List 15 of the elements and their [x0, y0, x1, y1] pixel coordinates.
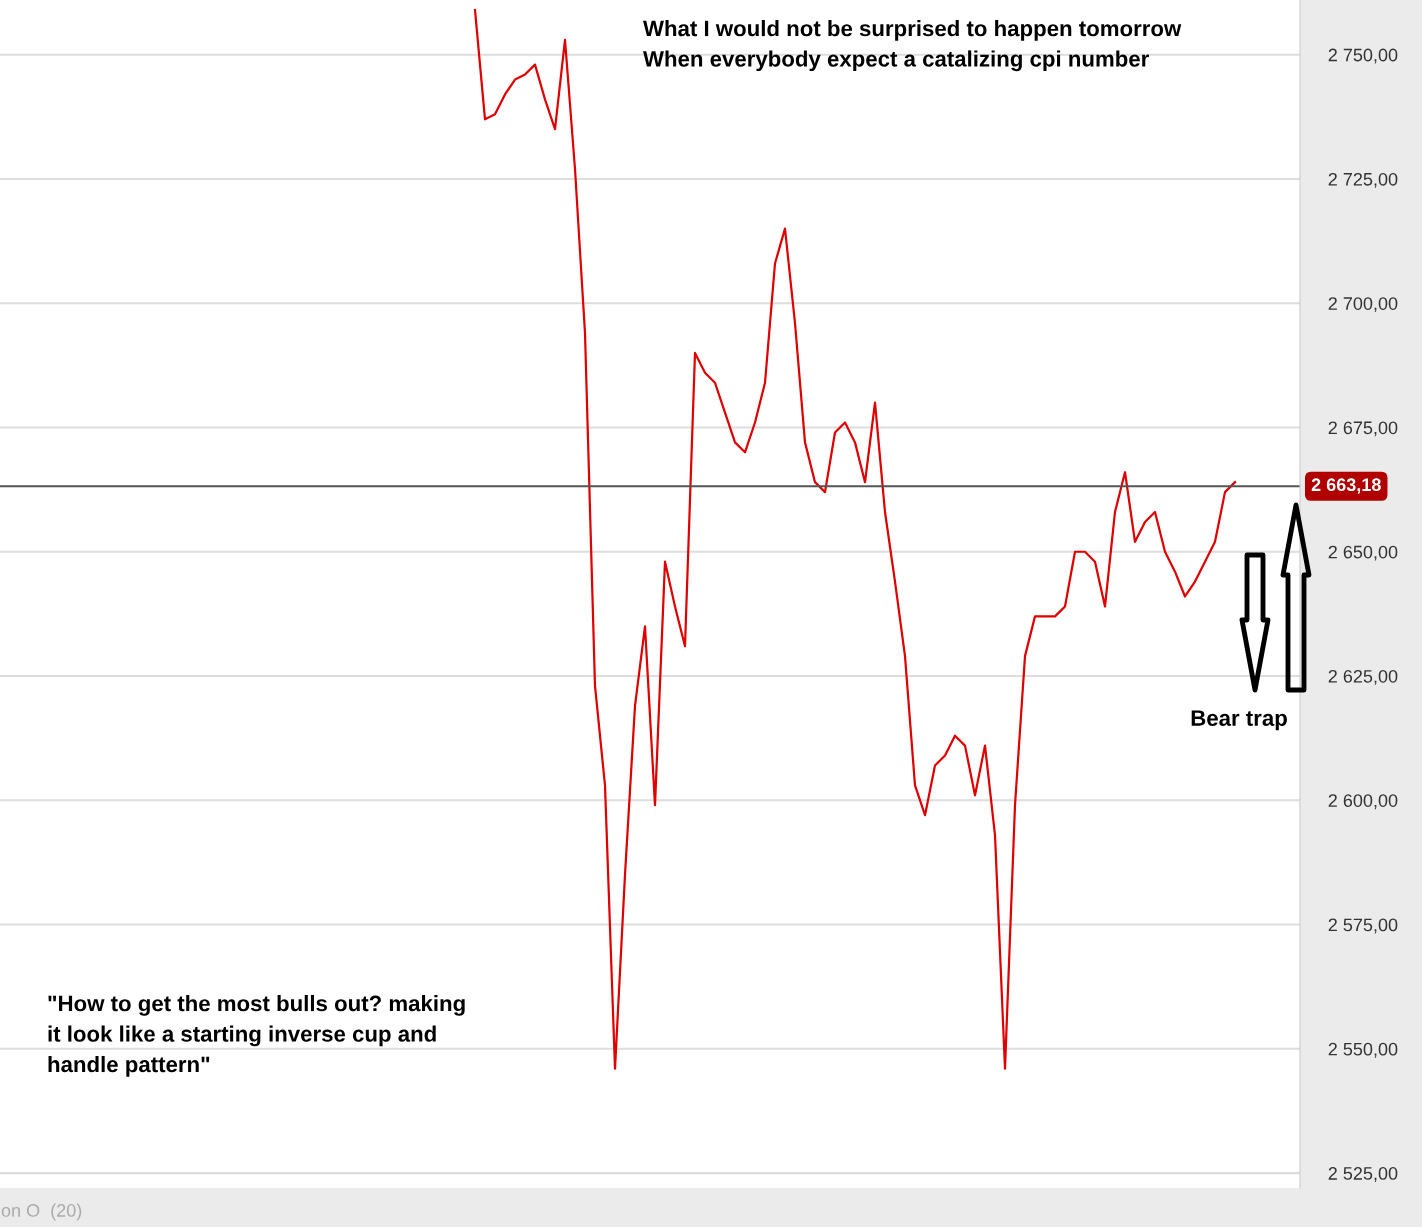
y-tick-label: 2 575,00	[1328, 918, 1398, 934]
annotation: Bear trap	[1191, 710, 1287, 731]
y-tick-label: 2 675,00	[1328, 421, 1398, 437]
y-tick-label: 2 550,00	[1328, 1042, 1398, 1058]
text: on O (20)	[1, 1203, 82, 1221]
y-tick-label: 2 650,00	[1328, 545, 1398, 561]
y-tick-label: 2 725,00	[1328, 172, 1398, 188]
y-tick-label: 2 600,00	[1328, 794, 1398, 810]
y-tick-label: 2 750,00	[1328, 48, 1398, 64]
y-tick-label: 2 625,00	[1328, 669, 1398, 685]
ref-line-label: 2 663,18	[1311, 478, 1381, 494]
annotation: What I would not be surprised to happen tomorrow When everybody expect a catalizing cpi number	[643, 20, 1182, 72]
y-tick-label: 2 700,00	[1328, 297, 1398, 313]
annotation: "How to get the most bulls out? making it look like a starting inverse cup and handle pattern"	[48, 995, 465, 1077]
y-tick-label: 2 525,00	[1328, 1167, 1398, 1182]
